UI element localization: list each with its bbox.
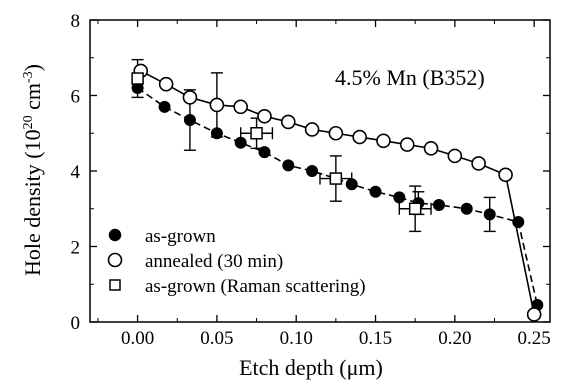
as-grown-point	[234, 136, 247, 149]
annealed-point	[209, 97, 225, 113]
x-tick-label: 0.15	[359, 328, 392, 349]
y-tick-label: 6	[71, 87, 81, 108]
annealed-point	[257, 108, 272, 124]
legend-label-as-grown: as-grown	[145, 226, 216, 247]
y-tick-label: 4	[71, 162, 81, 183]
data-layer	[131, 58, 544, 322]
x-tick-label: 0.20	[438, 328, 471, 349]
annealed-point	[471, 156, 486, 171]
annealed-point	[182, 90, 198, 105]
as-grown-point	[460, 202, 473, 215]
legend: as-grown annealed (30 min) as-grown (Ram…	[107, 226, 366, 297]
legend-label-annealed: annealed (30 min)	[145, 251, 283, 272]
legend-label-raman: as-grown (Raman scattering)	[145, 276, 366, 297]
as-grown-point	[432, 198, 445, 211]
annealed-point	[423, 141, 439, 156]
as-grown-point	[512, 215, 525, 228]
annealed-point	[376, 133, 391, 149]
annealed-point	[280, 114, 296, 130]
annealed-point	[399, 137, 415, 152]
annealed-point	[447, 148, 463, 164]
annealed-point	[498, 167, 513, 183]
as-grown-point	[210, 127, 223, 140]
x-tick-label: 0.25	[518, 328, 551, 349]
as-grown-point	[345, 178, 358, 191]
x-tick-label: 0.05	[200, 328, 233, 349]
legend-marker-annealed	[107, 252, 123, 268]
sample-annotation: 4.5% Mn (B352)	[335, 65, 485, 90]
y-axis-label: Hole density (1020 cm-3)	[20, 64, 45, 276]
annealed-point	[526, 307, 542, 322]
x-axis-label: Etch depth (μm)	[239, 355, 383, 380]
y-tick-label: 2	[71, 238, 81, 259]
x-tick-label: 0.00	[121, 328, 154, 349]
as-grown-point	[483, 208, 496, 221]
x-tick-label: 0.10	[280, 328, 313, 349]
y-tick-label: 8	[71, 11, 81, 32]
as-grown-point	[393, 191, 406, 204]
annealed-point	[233, 99, 248, 115]
annealed-point	[352, 129, 367, 145]
raman-point	[131, 72, 144, 85]
axes-layer: 0.00 0.05 0.10 0.15 0.20 0.25 0 2 4 6 8	[71, 11, 551, 349]
annealed-point	[158, 76, 174, 92]
legend-marker-raman	[109, 279, 121, 291]
as-grown-point	[158, 100, 171, 113]
y-tick-label: 0	[71, 313, 81, 334]
raman-point	[329, 172, 343, 185]
raman-point	[250, 127, 263, 140]
as-grown-point	[258, 146, 271, 159]
as-grown-point	[183, 114, 196, 127]
annealed-point	[304, 122, 320, 137]
as-grown-point	[282, 159, 295, 172]
as-grown-point	[306, 165, 319, 177]
legend-marker-as-grown	[108, 228, 122, 242]
as-grown-series-line	[137, 87, 539, 306]
annealed-point	[328, 125, 344, 141]
as-grown-point	[369, 185, 382, 198]
raman-point	[408, 202, 422, 215]
